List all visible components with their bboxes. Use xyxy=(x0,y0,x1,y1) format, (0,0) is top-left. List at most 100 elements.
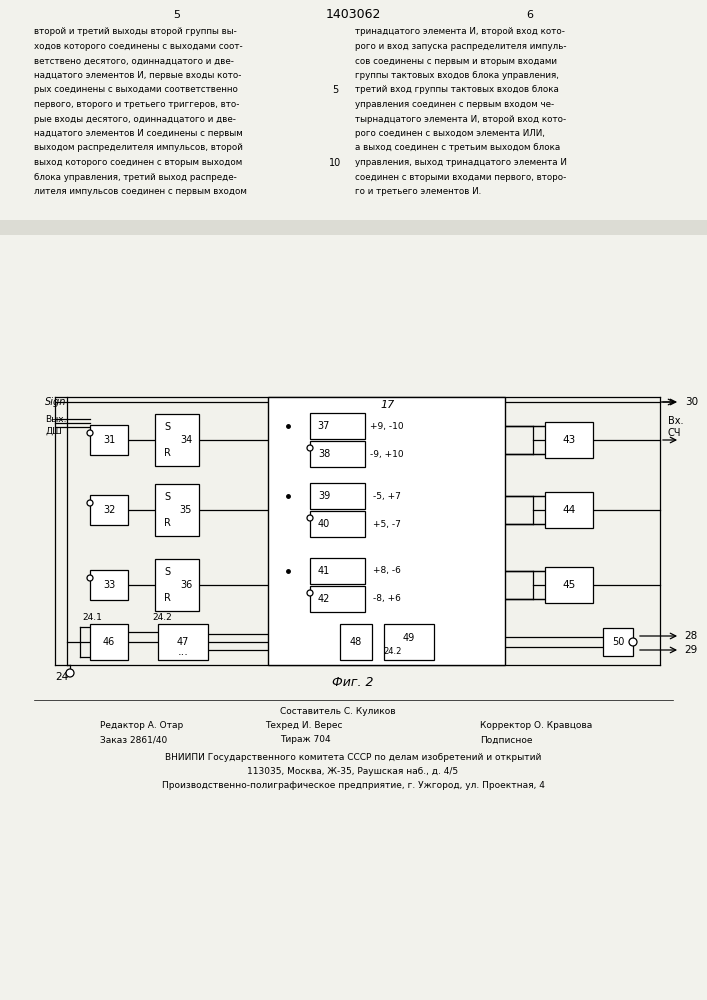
Text: выходом распределителя импульсов, второй: выходом распределителя импульсов, второй xyxy=(34,143,243,152)
Text: Техред И. Верес: Техред И. Верес xyxy=(265,722,342,730)
Text: рого соединен с выходом элемента ИЛИ,: рого соединен с выходом элемента ИЛИ, xyxy=(355,129,545,138)
Circle shape xyxy=(87,500,93,506)
Text: соединен с вторыми входами первого, второ-: соединен с вторыми входами первого, втор… xyxy=(355,172,566,182)
Text: R: R xyxy=(163,448,170,458)
Text: 47: 47 xyxy=(177,637,189,647)
Text: R: R xyxy=(163,593,170,603)
Bar xyxy=(0,690,707,1000)
Circle shape xyxy=(307,445,313,451)
Text: 41: 41 xyxy=(318,566,330,576)
Bar xyxy=(90,425,128,455)
Text: 39: 39 xyxy=(318,491,330,501)
Text: Тираж 704: Тираж 704 xyxy=(280,736,331,744)
Text: +8, -6: +8, -6 xyxy=(373,566,401,576)
Text: +9, -10: +9, -10 xyxy=(370,422,404,430)
Circle shape xyxy=(307,590,313,596)
Text: 32: 32 xyxy=(103,505,115,515)
Text: ходов которого соединены с выходами соот-: ходов которого соединены с выходами соот… xyxy=(34,42,243,51)
Text: сов соединены с первым и вторым входами: сов соединены с первым и вторым входами xyxy=(355,56,557,66)
Text: Подписное: Подписное xyxy=(480,736,532,744)
Text: 5: 5 xyxy=(173,10,180,20)
Text: 17: 17 xyxy=(381,400,395,410)
Bar xyxy=(310,558,365,584)
Text: 1403062: 1403062 xyxy=(325,8,380,21)
Text: 10: 10 xyxy=(329,157,341,167)
Text: группы тактовых входов блока управления,: группы тактовых входов блока управления, xyxy=(355,71,559,80)
Text: 44: 44 xyxy=(562,505,575,515)
Bar xyxy=(90,495,128,525)
Text: Редактор А. Отар: Редактор А. Отар xyxy=(100,722,183,730)
Text: 6: 6 xyxy=(527,10,534,20)
Bar xyxy=(384,624,434,660)
Text: 33: 33 xyxy=(103,580,115,590)
Bar xyxy=(310,413,365,439)
Text: надцатого элементов И, первые входы кото-: надцатого элементов И, первые входы кото… xyxy=(34,71,241,80)
Bar xyxy=(545,567,593,603)
Text: рые входы десятого, одиннадцатого и две-: рые входы десятого, одиннадцатого и две- xyxy=(34,114,236,123)
Circle shape xyxy=(307,515,313,521)
Text: третий вход группы тактовых входов блока: третий вход группы тактовых входов блока xyxy=(355,86,559,95)
Text: рых соединены с выходами соответственно: рых соединены с выходами соответственно xyxy=(34,86,238,95)
Text: 48: 48 xyxy=(350,637,362,647)
Text: Фиг. 2: Фиг. 2 xyxy=(332,676,374,688)
Text: ...: ... xyxy=(177,647,189,657)
Text: S: S xyxy=(164,567,170,577)
Bar xyxy=(603,628,633,656)
Text: -9, +10: -9, +10 xyxy=(370,450,404,458)
Text: 43: 43 xyxy=(562,435,575,445)
Text: S: S xyxy=(164,422,170,432)
Bar xyxy=(310,511,365,537)
Bar xyxy=(310,586,365,612)
Text: тринадцатого элемента И, второй вход кото-: тринадцатого элемента И, второй вход кот… xyxy=(355,27,565,36)
Bar xyxy=(310,441,365,467)
Text: 38: 38 xyxy=(318,449,330,459)
Text: -8, +6: -8, +6 xyxy=(373,594,401,603)
Bar xyxy=(155,484,199,536)
Text: 24.2: 24.2 xyxy=(152,613,172,622)
Text: 113035, Москва, Ж-35, Раушская наб., д. 4/5: 113035, Москва, Ж-35, Раушская наб., д. … xyxy=(247,766,459,776)
Bar xyxy=(310,483,365,509)
Text: 31: 31 xyxy=(103,435,115,445)
Text: 36: 36 xyxy=(180,580,192,590)
Circle shape xyxy=(87,430,93,436)
Text: рого и вход запуска распределителя импуль-: рого и вход запуска распределителя импул… xyxy=(355,42,566,51)
Text: 40: 40 xyxy=(318,519,330,529)
Text: СЧ: СЧ xyxy=(668,428,682,438)
Bar xyxy=(90,570,128,600)
Bar xyxy=(90,624,128,660)
Text: 46: 46 xyxy=(103,637,115,647)
Circle shape xyxy=(629,638,637,646)
Text: S: S xyxy=(164,492,170,502)
Text: +5, -7: +5, -7 xyxy=(373,520,401,528)
Text: 35: 35 xyxy=(180,505,192,515)
Text: 50: 50 xyxy=(612,637,624,647)
Text: надцатого элементов И соединены с первым: надцатого элементов И соединены с первым xyxy=(34,129,243,138)
Text: выход которого соединен с вторым выходом: выход которого соединен с вторым выходом xyxy=(34,158,243,167)
Text: 29: 29 xyxy=(684,645,697,655)
Text: ветствено десятого, одиннадцатого и две-: ветствено десятого, одиннадцатого и две- xyxy=(34,56,234,66)
Bar xyxy=(0,0,707,220)
Text: 24.1: 24.1 xyxy=(82,613,102,622)
Text: 5: 5 xyxy=(332,85,338,95)
Text: 42: 42 xyxy=(318,594,330,604)
Text: лителя импульсов соединен с первым входом: лителя импульсов соединен с первым входо… xyxy=(34,187,247,196)
Bar xyxy=(340,624,372,660)
Bar xyxy=(155,559,199,611)
Text: 28: 28 xyxy=(684,631,697,641)
Text: первого, второго и третьего триггеров, вто-: первого, второго и третьего триггеров, в… xyxy=(34,100,240,109)
Text: ДШ: ДШ xyxy=(45,426,62,436)
Text: 34: 34 xyxy=(180,435,192,445)
Text: 45: 45 xyxy=(562,580,575,590)
Bar xyxy=(155,414,199,466)
Text: 49: 49 xyxy=(403,633,415,643)
Text: R: R xyxy=(163,518,170,528)
Text: Вых.: Вых. xyxy=(45,414,66,424)
Text: го и третьего элементов И.: го и третьего элементов И. xyxy=(355,187,481,196)
Text: Заказ 2861/40: Заказ 2861/40 xyxy=(100,736,168,744)
Text: ВНИИПИ Государственного комитета СССР по делам изобретений и открытий: ВНИИПИ Государственного комитета СССР по… xyxy=(165,752,541,762)
Bar xyxy=(545,422,593,458)
Text: Sign: Sign xyxy=(45,397,66,407)
Text: Производственно-полиграфическое предприятие, г. Ужгород, ул. Проектная, 4: Производственно-полиграфическое предприя… xyxy=(162,780,544,790)
Text: 24.2: 24.2 xyxy=(384,648,402,656)
Text: Корректор О. Кравцова: Корректор О. Кравцова xyxy=(480,722,592,730)
